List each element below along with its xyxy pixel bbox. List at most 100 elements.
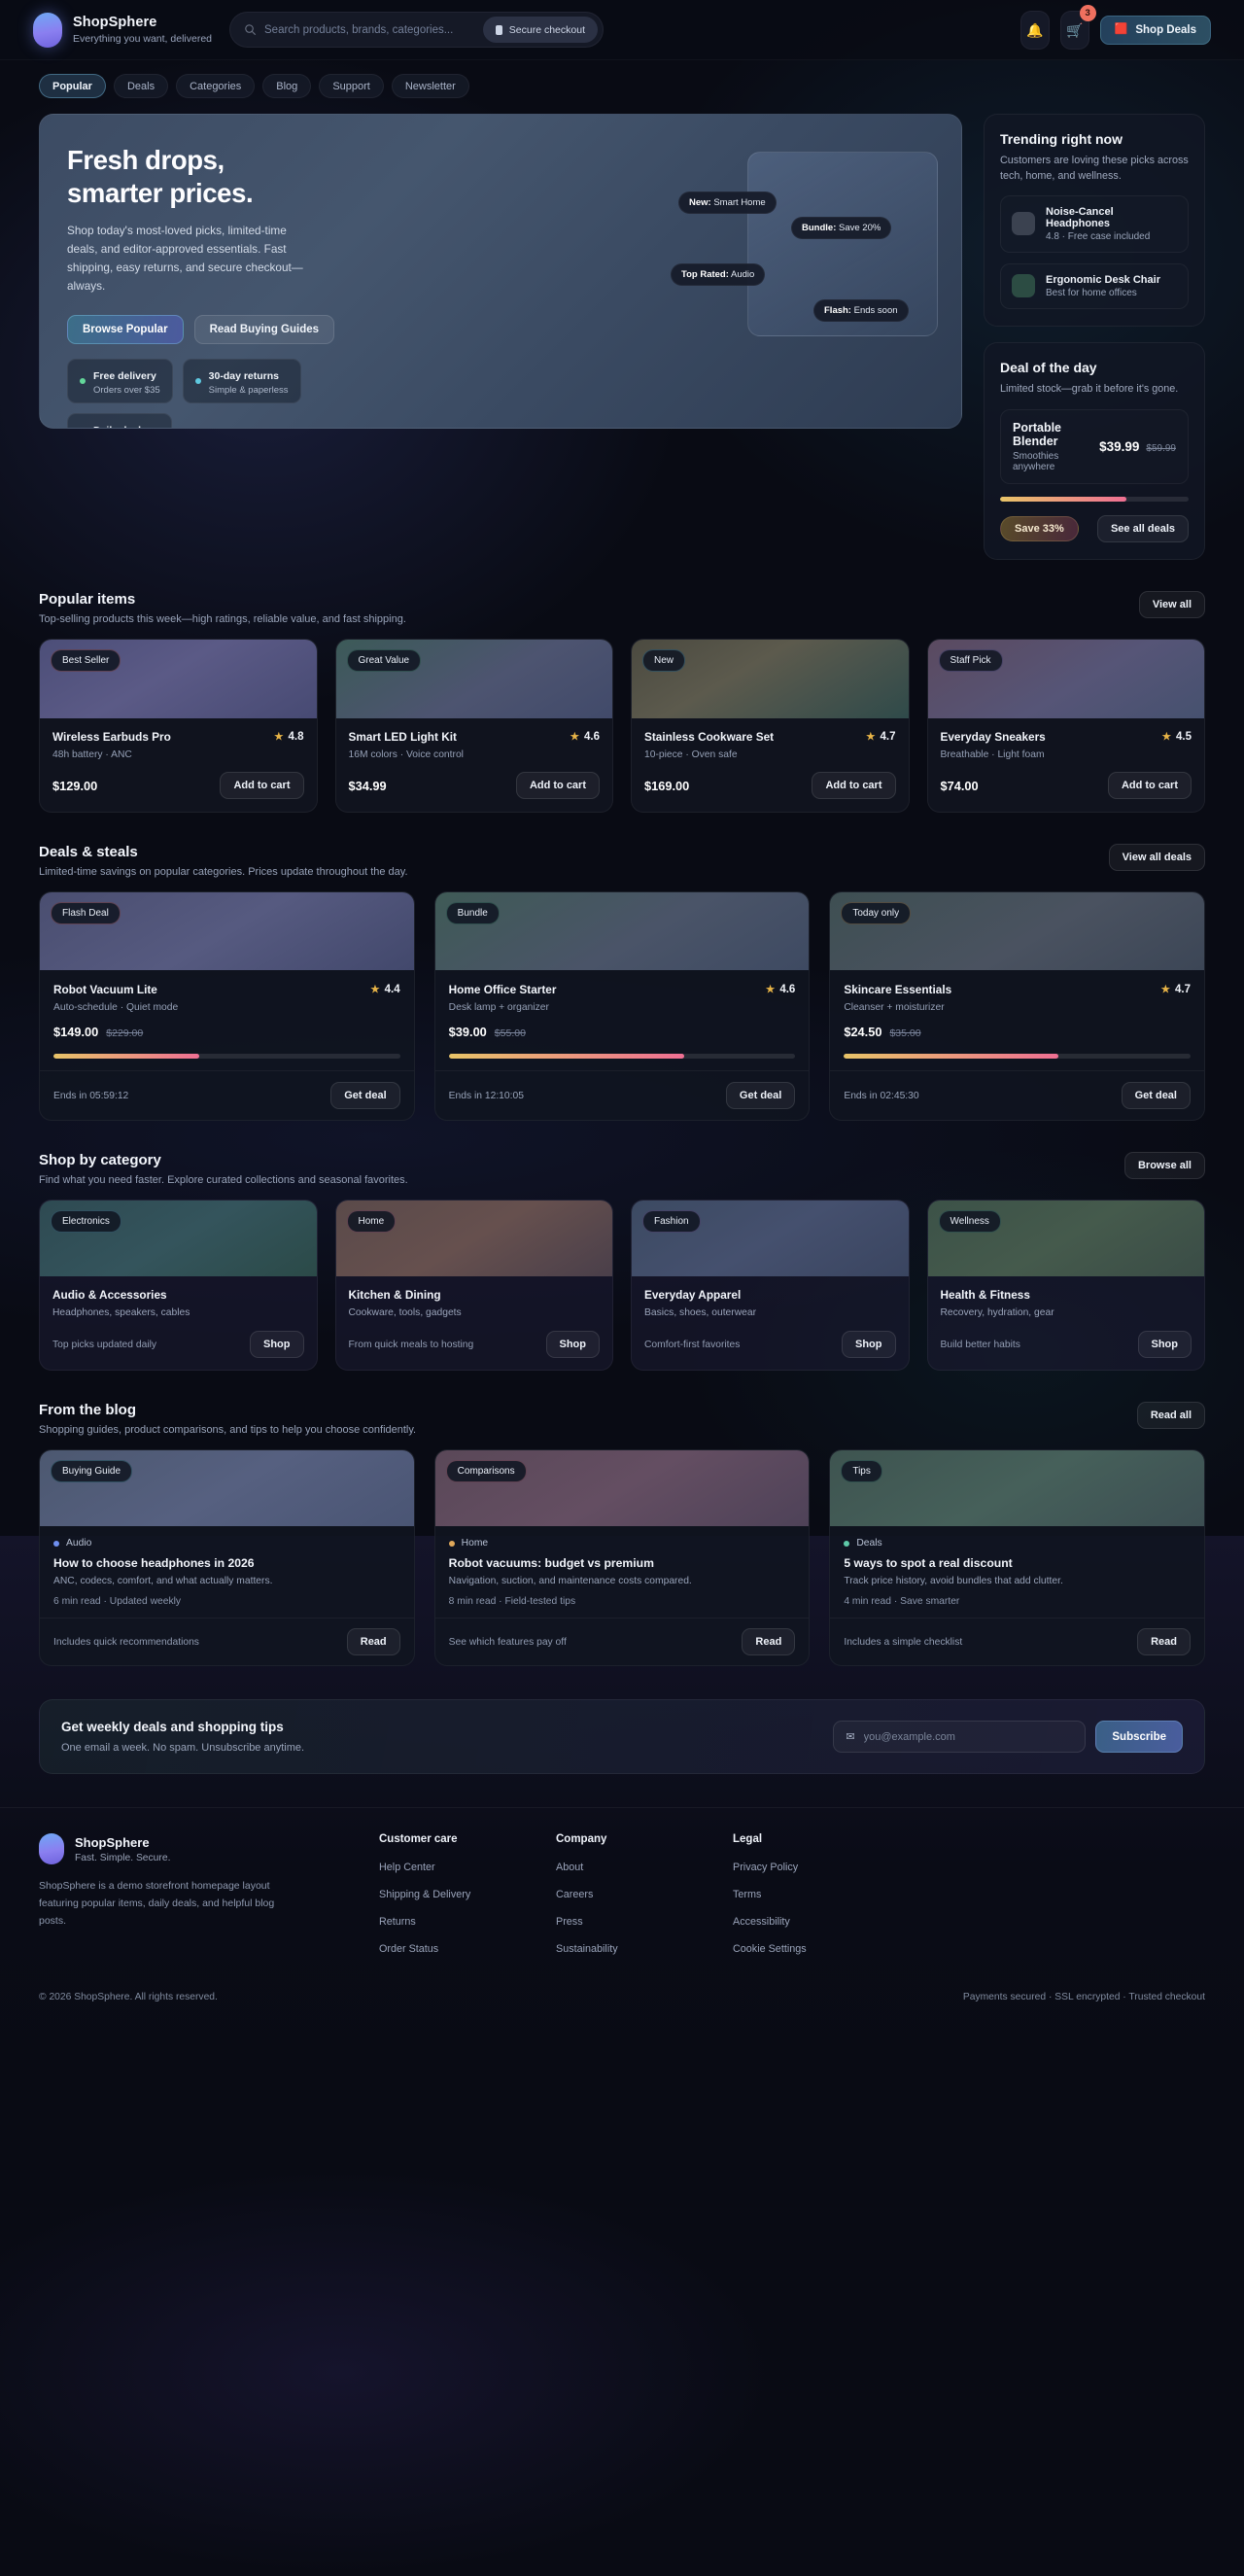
trending-item-name: Ergonomic Desk Chair <box>1046 273 1160 286</box>
footer-logo-icon <box>39 1833 64 1865</box>
footer-link[interactable]: Shipping & Delivery <box>379 1889 471 1901</box>
view-all-deals-button[interactable]: View all deals <box>1108 844 1205 872</box>
email-input[interactable] <box>863 1730 1074 1743</box>
deals-subtitle: Limited-time savings on popular categori… <box>39 866 408 879</box>
feature-title: Free delivery <box>93 369 156 382</box>
product-card[interactable]: New Stainless Cookware Set ★ 4.7 10-piece · … <box>631 639 910 814</box>
add-to-cart-button[interactable]: Add to cart <box>515 772 600 800</box>
star-icon: ★ <box>274 731 284 744</box>
hero-title: Fresh drops, smarter prices. <box>67 145 254 208</box>
category-card[interactable]: Electronics Audio & Accessories Headphones… <box>39 1200 318 1372</box>
product-card[interactable]: Staff Pick Everyday Sneakers ★ 4.5 Breathabl… <box>926 639 1205 814</box>
nav-label: Newsletter <box>404 80 456 92</box>
top-header-bar: ShopSphere Everything you want, delivere… <box>0 0 1244 60</box>
shop-deals-button[interactable]: 🟥 Shop Deals <box>1099 15 1211 45</box>
read-post-button[interactable]: Read <box>1137 1628 1191 1656</box>
star-icon: ★ <box>765 984 776 996</box>
nav-chip-categories[interactable]: Categories <box>176 74 256 98</box>
shop-category-button[interactable]: Shop <box>842 1331 896 1359</box>
product-image: New <box>632 640 909 719</box>
deals-section: Deals & steals Limited-time savings on p… <box>39 844 1205 1122</box>
trending-item[interactable]: Ergonomic Desk Chair Best for home office… <box>1000 262 1189 309</box>
footer-link[interactable]: Accessibility <box>733 1916 790 1929</box>
shop-category-button[interactable]: Shop <box>545 1331 600 1359</box>
footer-link[interactable]: Privacy Policy <box>733 1862 799 1874</box>
deal-old-price: $55.00 <box>494 1027 526 1040</box>
secure-checkout-badge[interactable]: Secure checkout <box>482 17 598 43</box>
footer-link[interactable]: Sustainability <box>556 1943 618 1956</box>
deal-progress-bar <box>53 1054 400 1060</box>
deal-card[interactable]: Flash Deal Robot Vacuum Lite ★ 4.4 Auto-sche… <box>39 891 415 1122</box>
search-bar[interactable]: Secure checkout <box>229 12 604 48</box>
product-rating: ★ 4.7 <box>866 731 896 744</box>
read-post-button[interactable]: Read <box>346 1628 400 1656</box>
blog-title: From the blog <box>39 1402 136 1419</box>
add-to-cart-button[interactable]: Add to cart <box>1107 772 1192 800</box>
nav-chip-newsletter[interactable]: Newsletter <box>391 74 469 98</box>
get-deal-button[interactable]: Get deal <box>1121 1082 1191 1110</box>
view-all-popular-button[interactable]: View all <box>1138 591 1205 619</box>
get-deal-button[interactable]: Get deal <box>725 1082 796 1110</box>
newsletter-subtitle: One email a week. No spam. Unsubscribe a… <box>61 1742 305 1755</box>
footer-link[interactable]: Returns <box>379 1916 416 1929</box>
deal-card[interactable]: Bundle Home Office Starter ★ 4.6 Desk lamp +… <box>433 891 811 1122</box>
read-buying-guides-button[interactable]: Read Buying Guides <box>193 314 335 344</box>
product-card[interactable]: Best Seller Wireless Earbuds Pro ★ 4.8 48h b… <box>39 639 318 814</box>
footer-link[interactable]: Cookie Settings <box>733 1943 807 1956</box>
category-card[interactable]: Home Kitchen & Dining Cookware, tools, gad… <box>334 1200 613 1372</box>
get-deal-button[interactable]: Get deal <box>330 1082 400 1110</box>
deal-rating: ★ 4.7 <box>1160 984 1191 996</box>
feature-subtitle: Simple & paperless <box>208 384 289 396</box>
email-field-wrapper[interactable]: ✉ <box>833 1721 1087 1754</box>
product-card[interactable]: Great Value Smart LED Light Kit ★ 4.6 16M co… <box>334 639 613 814</box>
category-card[interactable]: Fashion Everyday Apparel Basics, shoes, ou… <box>631 1200 910 1372</box>
blog-card[interactable]: Tips Deals 5 ways to spot a real discount T… <box>829 1449 1205 1667</box>
see-all-deals-button[interactable]: See all deals <box>1096 515 1189 543</box>
nav-chip-popular[interactable]: Popular <box>39 74 106 98</box>
deal-product-row[interactable]: Portable Blender Smoothies anywhere $39.… <box>1000 409 1189 485</box>
product-rating: ★ 4.6 <box>570 731 600 744</box>
category-image: Home <box>335 1201 612 1277</box>
search-input[interactable] <box>264 23 475 36</box>
hero-feature-2: Daily dealsNew at midnight <box>67 412 173 428</box>
add-to-cart-button[interactable]: Add to cart <box>220 772 304 800</box>
category-card[interactable]: Wellness Health & Fitness Recovery, hydrat… <box>926 1200 1205 1372</box>
browse-popular-button[interactable]: Browse Popular <box>67 314 184 344</box>
hero-tag-flash: Flash: Ends soon <box>813 299 909 322</box>
footer-column-heading: Legal <box>733 1833 763 1846</box>
subscribe-button[interactable]: Subscribe <box>1095 1721 1183 1754</box>
add-to-cart-button[interactable]: Add to cart <box>812 772 896 800</box>
read-all-button[interactable]: Read all <box>1136 1402 1205 1430</box>
newsletter-title: Get weekly deals and shopping tips <box>61 1720 284 1735</box>
nav-chip-blog[interactable]: Blog <box>262 74 312 98</box>
deal-price: $39.99 <box>1099 439 1140 455</box>
shop-category-button[interactable]: Shop <box>250 1331 304 1359</box>
footer-link[interactable]: Terms <box>733 1889 762 1901</box>
product-rating: ★ 4.8 <box>274 731 304 744</box>
popular-subtitle: Top-selling products this week—high rati… <box>39 613 406 626</box>
blog-post-title: 5 ways to spot a real discount <box>844 1556 1013 1571</box>
shop-category-button[interactable]: Shop <box>1137 1331 1192 1359</box>
footer-link[interactable]: About <box>556 1862 584 1874</box>
read-post-button[interactable]: Read <box>742 1628 796 1656</box>
nav-chip-support[interactable]: Support <box>319 74 384 98</box>
trending-item[interactable]: Noise-Cancel Headphones 4.8 · Free case i… <box>1000 194 1189 253</box>
nav-chip-deals[interactable]: Deals <box>113 74 169 98</box>
cart-button[interactable]: 🛒 3 <box>1059 4 1096 50</box>
trending-title: Trending right now <box>1000 131 1123 147</box>
footer-link[interactable]: Careers <box>556 1889 594 1901</box>
blog-card[interactable]: Buying Guide Audio How to choose headphone… <box>39 1449 415 1667</box>
footer-link[interactable]: Press <box>556 1916 583 1929</box>
browse-all-categories-button[interactable]: Browse all <box>1123 1152 1205 1180</box>
star-icon: ★ <box>370 984 380 996</box>
notifications-button[interactable]: 🔔 <box>1019 10 1050 50</box>
blog-image: Comparisons <box>434 1450 810 1527</box>
brand-logo-group[interactable]: ShopSphere Everything you want, delivere… <box>33 12 224 48</box>
footer-link[interactable]: Order Status <box>379 1943 439 1956</box>
blog-image: Buying Guide <box>40 1450 414 1527</box>
blog-card[interactable]: Comparisons Home Robot vacuums: budget vs … <box>433 1449 811 1667</box>
brand-tagline: Everything you want, delivered <box>73 32 212 45</box>
deal-card[interactable]: Today only Skincare Essentials ★ 4.7 Cleanse… <box>829 891 1205 1122</box>
hero-banner: Fresh drops, smarter prices. Shop today'… <box>39 114 962 429</box>
footer-link[interactable]: Help Center <box>379 1862 435 1874</box>
